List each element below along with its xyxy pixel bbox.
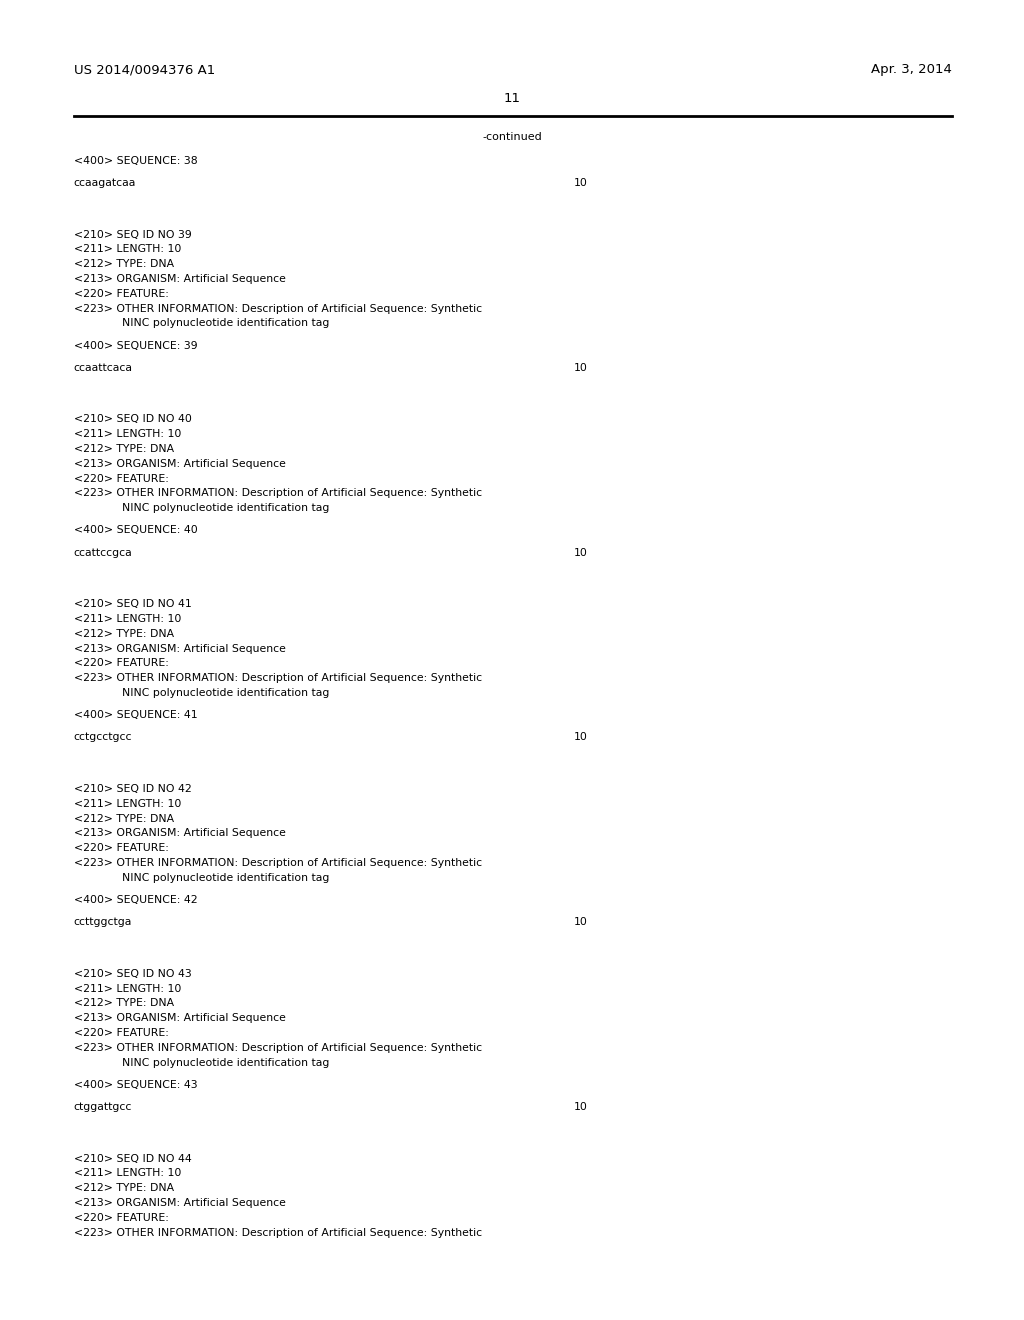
- Text: NINC polynucleotide identification tag: NINC polynucleotide identification tag: [122, 503, 329, 513]
- Text: ccaagatcaa: ccaagatcaa: [74, 178, 136, 187]
- Text: <220> FEATURE:: <220> FEATURE:: [74, 659, 169, 668]
- Text: <212> TYPE: DNA: <212> TYPE: DNA: [74, 444, 174, 454]
- Text: ctggattgcc: ctggattgcc: [74, 1102, 132, 1111]
- Text: NINC polynucleotide identification tag: NINC polynucleotide identification tag: [122, 318, 329, 329]
- Text: NINC polynucleotide identification tag: NINC polynucleotide identification tag: [122, 688, 329, 698]
- Text: <400> SEQUENCE: 43: <400> SEQUENCE: 43: [74, 1080, 198, 1090]
- Text: <211> LENGTH: 10: <211> LENGTH: 10: [74, 983, 181, 994]
- Text: 10: 10: [573, 548, 588, 557]
- Text: <210> SEQ ID NO 41: <210> SEQ ID NO 41: [74, 599, 191, 610]
- Text: 10: 10: [573, 178, 588, 187]
- Text: <400> SEQUENCE: 40: <400> SEQUENCE: 40: [74, 525, 198, 536]
- Text: <211> LENGTH: 10: <211> LENGTH: 10: [74, 1168, 181, 1179]
- Text: ccttggctga: ccttggctga: [74, 917, 132, 927]
- Text: <213> ORGANISM: Artificial Sequence: <213> ORGANISM: Artificial Sequence: [74, 644, 286, 653]
- Text: <210> SEQ ID NO 39: <210> SEQ ID NO 39: [74, 230, 191, 240]
- Text: US 2014/0094376 A1: US 2014/0094376 A1: [74, 63, 215, 77]
- Text: 11: 11: [504, 92, 520, 106]
- Text: <212> TYPE: DNA: <212> TYPE: DNA: [74, 1183, 174, 1193]
- Text: <211> LENGTH: 10: <211> LENGTH: 10: [74, 244, 181, 255]
- Text: <213> ORGANISM: Artificial Sequence: <213> ORGANISM: Artificial Sequence: [74, 1199, 286, 1208]
- Text: 10: 10: [573, 1102, 588, 1111]
- Text: 10: 10: [573, 363, 588, 372]
- Text: <213> ORGANISM: Artificial Sequence: <213> ORGANISM: Artificial Sequence: [74, 1014, 286, 1023]
- Text: <400> SEQUENCE: 42: <400> SEQUENCE: 42: [74, 895, 198, 906]
- Text: 10: 10: [573, 733, 588, 742]
- Text: <220> FEATURE:: <220> FEATURE:: [74, 289, 169, 298]
- Text: <211> LENGTH: 10: <211> LENGTH: 10: [74, 614, 181, 624]
- Text: 10: 10: [573, 917, 588, 927]
- Text: <211> LENGTH: 10: <211> LENGTH: 10: [74, 799, 181, 809]
- Text: <220> FEATURE:: <220> FEATURE:: [74, 1213, 169, 1222]
- Text: -continued: -continued: [482, 132, 542, 143]
- Text: <213> ORGANISM: Artificial Sequence: <213> ORGANISM: Artificial Sequence: [74, 459, 286, 469]
- Text: cctgcctgcc: cctgcctgcc: [74, 733, 132, 742]
- Text: <210> SEQ ID NO 43: <210> SEQ ID NO 43: [74, 969, 191, 979]
- Text: NINC polynucleotide identification tag: NINC polynucleotide identification tag: [122, 1057, 329, 1068]
- Text: <213> ORGANISM: Artificial Sequence: <213> ORGANISM: Artificial Sequence: [74, 829, 286, 838]
- Text: <212> TYPE: DNA: <212> TYPE: DNA: [74, 259, 174, 269]
- Text: <212> TYPE: DNA: <212> TYPE: DNA: [74, 628, 174, 639]
- Text: <223> OTHER INFORMATION: Description of Artificial Sequence: Synthetic: <223> OTHER INFORMATION: Description of …: [74, 1043, 482, 1053]
- Text: <400> SEQUENCE: 39: <400> SEQUENCE: 39: [74, 341, 198, 351]
- Text: <212> TYPE: DNA: <212> TYPE: DNA: [74, 813, 174, 824]
- Text: <223> OTHER INFORMATION: Description of Artificial Sequence: Synthetic: <223> OTHER INFORMATION: Description of …: [74, 488, 482, 499]
- Text: <211> LENGTH: 10: <211> LENGTH: 10: [74, 429, 181, 440]
- Text: <223> OTHER INFORMATION: Description of Artificial Sequence: Synthetic: <223> OTHER INFORMATION: Description of …: [74, 858, 482, 869]
- Text: <220> FEATURE:: <220> FEATURE:: [74, 1028, 169, 1038]
- Text: <400> SEQUENCE: 41: <400> SEQUENCE: 41: [74, 710, 198, 721]
- Text: <220> FEATURE:: <220> FEATURE:: [74, 843, 169, 853]
- Text: <213> ORGANISM: Artificial Sequence: <213> ORGANISM: Artificial Sequence: [74, 275, 286, 284]
- Text: <210> SEQ ID NO 44: <210> SEQ ID NO 44: [74, 1154, 191, 1164]
- Text: <223> OTHER INFORMATION: Description of Artificial Sequence: Synthetic: <223> OTHER INFORMATION: Description of …: [74, 673, 482, 684]
- Text: ccattccgca: ccattccgca: [74, 548, 132, 557]
- Text: <210> SEQ ID NO 42: <210> SEQ ID NO 42: [74, 784, 191, 795]
- Text: <223> OTHER INFORMATION: Description of Artificial Sequence: Synthetic: <223> OTHER INFORMATION: Description of …: [74, 1228, 482, 1238]
- Text: NINC polynucleotide identification tag: NINC polynucleotide identification tag: [122, 873, 329, 883]
- Text: <210> SEQ ID NO 40: <210> SEQ ID NO 40: [74, 414, 191, 425]
- Text: <223> OTHER INFORMATION: Description of Artificial Sequence: Synthetic: <223> OTHER INFORMATION: Description of …: [74, 304, 482, 314]
- Text: <400> SEQUENCE: 38: <400> SEQUENCE: 38: [74, 156, 198, 166]
- Text: <212> TYPE: DNA: <212> TYPE: DNA: [74, 998, 174, 1008]
- Text: ccaattcaca: ccaattcaca: [74, 363, 133, 372]
- Text: <220> FEATURE:: <220> FEATURE:: [74, 474, 169, 483]
- Text: Apr. 3, 2014: Apr. 3, 2014: [871, 63, 952, 77]
